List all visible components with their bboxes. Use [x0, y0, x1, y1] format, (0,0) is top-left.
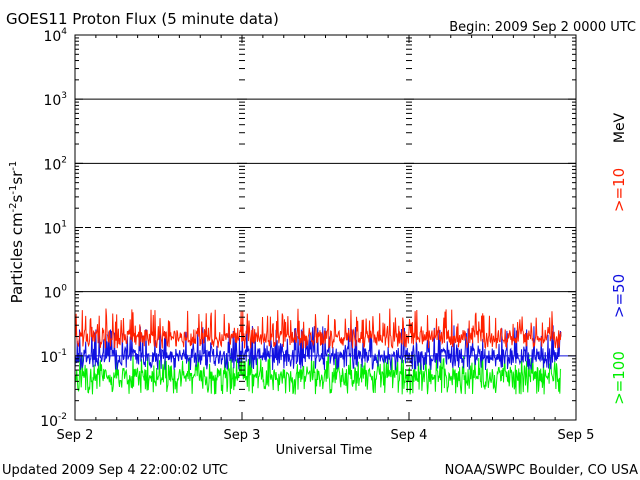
svg-text:Particles cm-2s-1sr-1: Particles cm-2s-1sr-1 — [8, 161, 26, 304]
y-tick-label: 102 — [43, 155, 67, 173]
y-tick-label-exp: 2 — [61, 155, 67, 165]
y-tick-label-base: 10 — [43, 29, 61, 45]
legend-entry: >=100 — [610, 351, 628, 405]
y-tick-label-base: 10 — [40, 350, 58, 366]
y-tick-label-exp: 0 — [61, 284, 67, 294]
y-tick-label-exp: -2 — [58, 412, 67, 422]
y-tick-label-exp: -1 — [58, 348, 67, 358]
y-tick-label-base: 10 — [43, 157, 61, 173]
y-tick-label-exp: 4 — [61, 27, 67, 37]
y-axis-unit-sup2: -1 — [8, 185, 19, 195]
energy-unit-label: MeV — [612, 112, 628, 143]
y-axis-label-text: Particles cm — [8, 212, 26, 303]
updated-timestamp: Updated 2009 Sep 4 22:00:02 UTC — [2, 463, 228, 478]
y-tick-label-base: 10 — [40, 414, 58, 430]
y-tick-label: 104 — [43, 27, 67, 45]
legend-entry: >=50 — [610, 274, 628, 318]
x-tick-label: Sep 4 — [391, 428, 428, 443]
y-tick-label-exp: 3 — [61, 91, 67, 101]
x-tick-label: Sep 2 — [57, 428, 94, 443]
legend-entry: >=10 — [610, 168, 628, 212]
x-tick-label: Sep 3 — [224, 428, 261, 443]
x-tick-label: Sep 5 — [558, 428, 595, 443]
credit-label: NOAA/SWPC Boulder, CO USA — [445, 463, 638, 478]
y-axis-label: Particles cm-2s-1sr-1 — [8, 161, 26, 304]
y-tick-label-base: 10 — [43, 222, 61, 238]
series-line-10 — [74, 308, 562, 350]
y-axis-unit-sup1: -2 — [8, 202, 19, 212]
plot-area — [74, 34, 577, 421]
y-axis-unit-sup3: -1 — [8, 161, 19, 171]
begin-time-label: Begin: 2009 Sep 2 0000 UTC — [449, 20, 636, 35]
series-line-100 — [74, 353, 562, 395]
y-tick-label-base: 10 — [43, 286, 61, 302]
y-axis-unit-s: s — [8, 194, 26, 202]
y-tick-label: 103 — [43, 91, 67, 109]
y-tick-label: 100 — [43, 284, 67, 302]
x-axis-label: Universal Time — [276, 443, 373, 458]
y-tick-label: 10-2 — [40, 412, 67, 430]
y-tick-label: 10-1 — [40, 348, 67, 366]
chart-title: GOES11 Proton Flux (5 minute data) — [6, 10, 279, 28]
y-tick-label-base: 10 — [43, 93, 61, 109]
y-tick-label: 101 — [43, 220, 67, 238]
y-tick-label-exp: 1 — [61, 220, 67, 230]
y-axis-unit-sr: sr — [8, 170, 26, 185]
